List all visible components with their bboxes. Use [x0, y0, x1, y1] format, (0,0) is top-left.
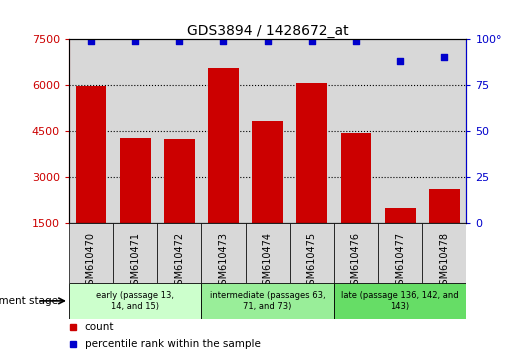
- Bar: [76, 86, 107, 269]
- Text: GSM610478: GSM610478: [439, 232, 449, 291]
- Point: [131, 38, 139, 44]
- FancyBboxPatch shape: [422, 223, 466, 283]
- Title: GDS3894 / 1428672_at: GDS3894 / 1428672_at: [187, 24, 348, 38]
- Bar: [290, 39, 334, 223]
- FancyBboxPatch shape: [113, 223, 157, 283]
- Bar: [378, 39, 422, 223]
- Bar: [334, 39, 378, 223]
- Bar: [69, 39, 113, 223]
- Text: count: count: [85, 321, 114, 332]
- Point: [307, 38, 316, 44]
- Text: GSM610475: GSM610475: [307, 232, 317, 291]
- Text: GSM610477: GSM610477: [395, 232, 405, 291]
- Bar: [157, 39, 201, 223]
- FancyBboxPatch shape: [290, 223, 334, 283]
- Bar: [120, 138, 151, 269]
- Point: [396, 58, 404, 64]
- Bar: [340, 132, 372, 269]
- Text: intermediate (passages 63,
71, and 73): intermediate (passages 63, 71, and 73): [210, 291, 325, 310]
- Text: GSM610473: GSM610473: [218, 232, 228, 291]
- FancyBboxPatch shape: [157, 223, 201, 283]
- FancyBboxPatch shape: [201, 223, 245, 283]
- FancyBboxPatch shape: [334, 283, 466, 319]
- Text: GSM610474: GSM610474: [263, 232, 272, 291]
- Point: [87, 38, 95, 44]
- Text: GSM610471: GSM610471: [130, 232, 140, 291]
- Bar: [429, 189, 460, 269]
- Text: development stage: development stage: [0, 296, 58, 306]
- Bar: [385, 208, 416, 269]
- FancyBboxPatch shape: [69, 283, 201, 319]
- Bar: [296, 84, 328, 269]
- Bar: [113, 39, 157, 223]
- Text: GSM610472: GSM610472: [174, 232, 184, 291]
- FancyBboxPatch shape: [69, 223, 113, 283]
- Text: late (passage 136, 142, and
143): late (passage 136, 142, and 143): [341, 291, 459, 310]
- Text: GSM610470: GSM610470: [86, 232, 96, 291]
- FancyBboxPatch shape: [378, 223, 422, 283]
- FancyBboxPatch shape: [245, 223, 290, 283]
- Bar: [201, 39, 245, 223]
- Bar: [208, 68, 239, 269]
- Bar: [252, 121, 283, 269]
- Text: percentile rank within the sample: percentile rank within the sample: [85, 339, 261, 349]
- FancyBboxPatch shape: [334, 223, 378, 283]
- Point: [263, 38, 272, 44]
- Bar: [245, 39, 290, 223]
- Point: [440, 55, 448, 60]
- Bar: [164, 139, 195, 269]
- Bar: [422, 39, 466, 223]
- Point: [175, 38, 183, 44]
- Text: GSM610476: GSM610476: [351, 232, 361, 291]
- Point: [219, 38, 228, 44]
- FancyBboxPatch shape: [201, 283, 334, 319]
- Point: [352, 38, 360, 44]
- Text: early (passage 13,
14, and 15): early (passage 13, 14, and 15): [96, 291, 174, 310]
